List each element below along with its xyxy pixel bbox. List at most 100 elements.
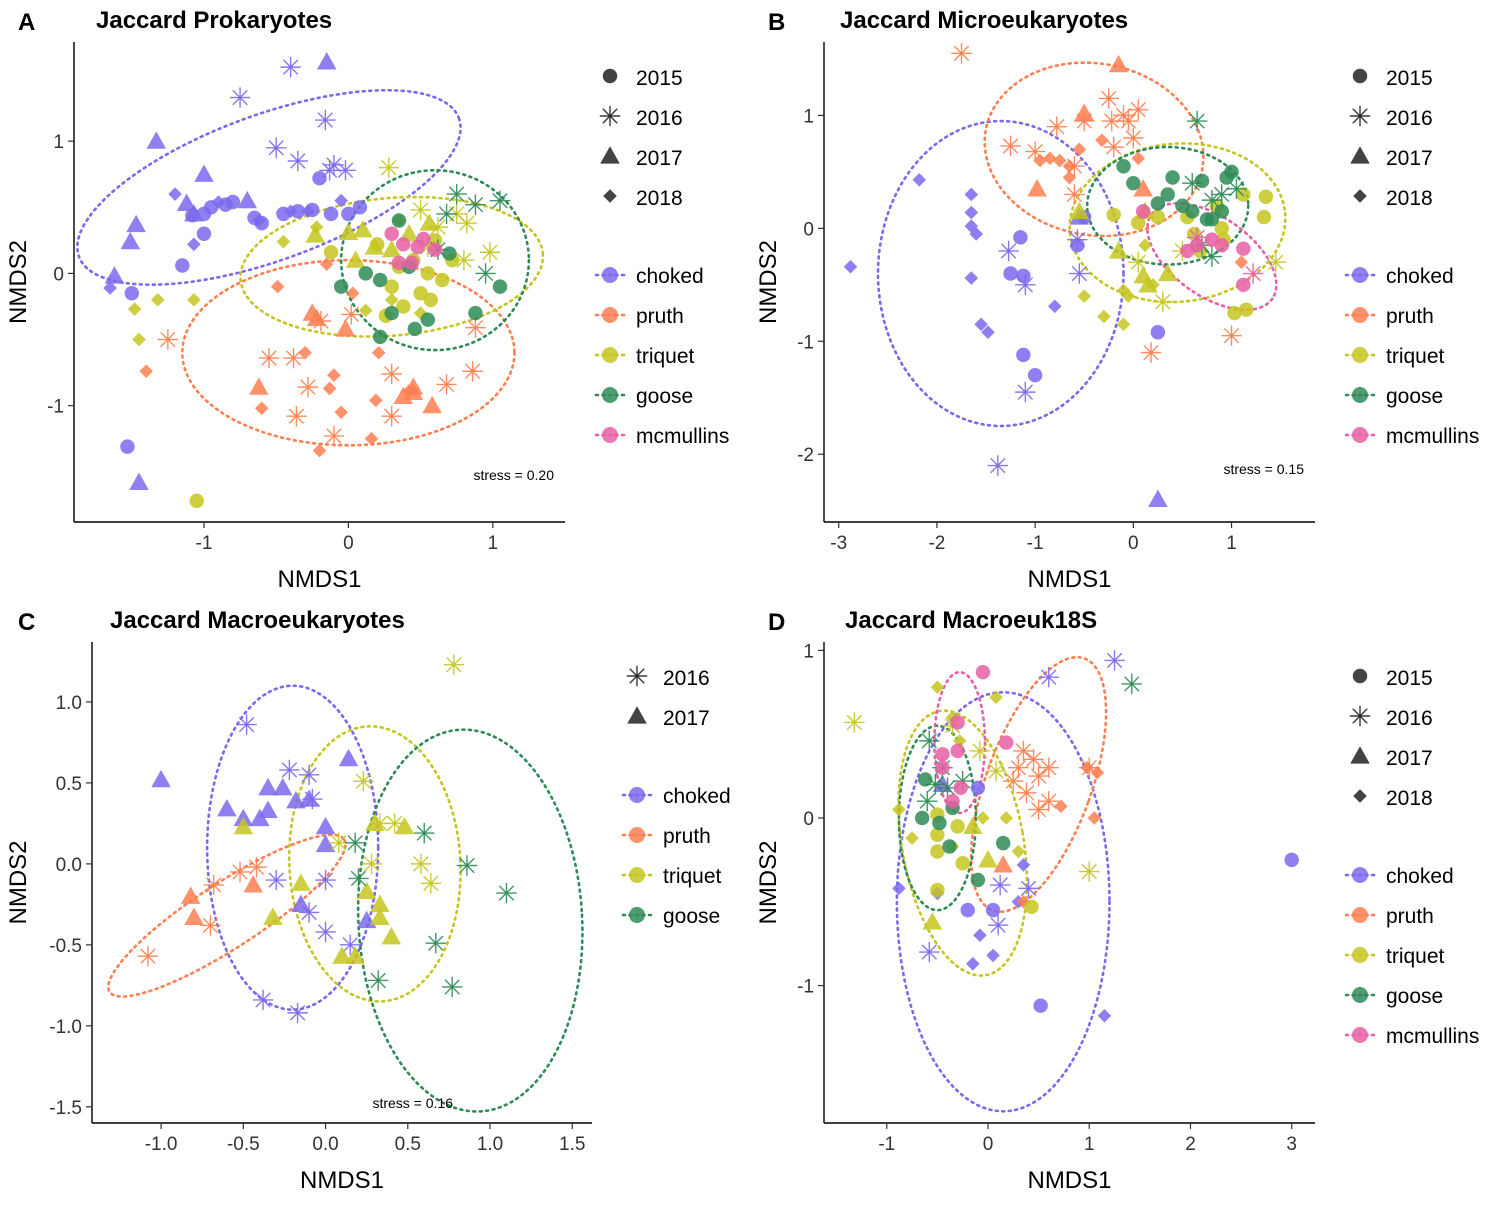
point-pruth-asterisk [137,945,159,967]
point-goose-asterisk [441,976,463,998]
point-triquet-circle [1256,209,1272,225]
point-choked-asterisk [265,137,287,158]
point-goose-asterisk [436,203,457,225]
point-choked-triangle [273,777,293,796]
point-triquet-asterisk [328,832,349,854]
point-triquet-diamond [384,293,399,307]
asterisk-stroke [1069,231,1086,248]
legend-dot-pruth [1352,907,1368,923]
asterisk-stroke [1002,138,1019,154]
axes [823,642,1315,1124]
legend-label: goose [663,905,720,928]
point-triquet-triangle [332,946,352,964]
ellipse-mcmullins [933,670,987,815]
point-triquet-triangle [233,816,254,835]
point-pruth-diamond [1087,811,1102,825]
legend-key-asterisk [1349,105,1371,127]
asterisk-stroke [1189,113,1205,129]
point-goose-asterisk [456,855,478,876]
point-pruth-diamond [1080,760,1095,775]
asterisk-stroke [1223,327,1240,344]
point-choked-diamond [1016,858,1031,872]
y-tick-label: 1 [53,132,64,153]
point-choked-asterisk [1104,650,1125,671]
asterisk-stroke [321,162,338,178]
point-triquet-circle [1106,207,1121,223]
legend-label: triquet [663,865,722,888]
asterisk-stroke [972,743,988,759]
asterisk-stroke [1104,113,1120,129]
point-goose-asterisk [414,822,435,844]
point-choked-circle [352,200,368,215]
panel-title: Jaccard Prokaryotes [96,7,332,34]
point-goose-circle [333,279,349,294]
legend-label: 2015 [636,67,683,90]
point-choked-triangle [258,800,278,819]
asterisk-stroke [602,108,618,124]
asterisk-stroke [467,196,484,213]
point-pruth-diamond [334,405,348,420]
point-pruth-diamond [345,286,360,301]
asterisk-stroke [1204,248,1220,265]
point-triquet-circle [930,827,945,842]
point-triquet-circle [1131,215,1146,230]
point-goose-asterisk [1201,189,1223,211]
point-choked-asterisk [315,921,336,943]
asterisk-stroke [350,870,367,887]
asterisk-stroke [988,763,1004,779]
point-choked-triangle [299,789,319,807]
legend-dot-goose [629,907,645,923]
legend-dot-goose [1352,387,1368,403]
point-choked-triangle [237,190,258,209]
asterisk-stroke [317,112,333,128]
x-tick-label: 0 [343,533,354,554]
asterisk-stroke [428,935,444,951]
point-pruth-diamond [1062,170,1077,185]
asterisk-stroke [238,716,255,733]
asterisk-stroke [1130,254,1146,270]
y-tick-label: -1 [797,332,814,353]
legend-label: 2016 [1386,107,1433,130]
point-triquet-diamond [1077,289,1092,303]
x-tick-label: 2 [1185,1134,1196,1155]
asterisk-stroke [342,937,358,953]
legend-label: pruth [1386,905,1434,928]
legend-dot-goose [602,387,618,403]
legend-dot-triquet [629,867,645,883]
legend-label: 2018 [1386,787,1433,810]
point-choked-circle [985,902,1001,918]
asterisk-stroke [288,408,305,424]
point-choked-diamond [966,956,980,971]
x-axis-title: NMDS1 [1027,1167,1111,1194]
point-pruth-asterisk [1221,325,1242,346]
point-choked-diamond [964,271,979,285]
asterisk-stroke [1081,863,1097,880]
panel-b: B Jaccard Microeukaryotes -3 -2 -1 0 1 -2 -1 0 1… [755,7,1479,593]
asterisk-stroke [1352,108,1368,124]
x-tick-label: -2 [928,533,945,554]
series-pruth [951,43,1249,363]
point-triquet-circle [950,819,965,834]
point-pruth-diamond [371,345,386,360]
point-goose-asterisk [489,190,511,211]
asterisk-stroke [1228,181,1245,197]
point-goose-circle [918,772,933,787]
point-choked-diamond [892,881,906,896]
stress-label: stress = 0.16 [372,1095,453,1111]
x-tick-label: 0 [983,1134,994,1155]
point-choked-diamond [973,928,987,943]
point-pruth-asterisk [1140,342,1162,363]
asterisk-stroke [268,872,284,888]
point-pruth-asterisk [951,43,972,64]
y-tick-label: -2 [797,445,814,466]
legend-dot-pruth [1352,307,1368,323]
asterisk-stroke [1268,254,1284,270]
point-goose-circle [1185,204,1200,219]
asterisk-stroke [1115,107,1132,124]
point-triquet-asterisk [384,813,405,834]
x-tick-label: 0.5 [395,1134,421,1155]
series-pruth [993,740,1105,909]
point-pruth-asterisk [1098,88,1119,109]
point-choked-circle [175,258,190,273]
